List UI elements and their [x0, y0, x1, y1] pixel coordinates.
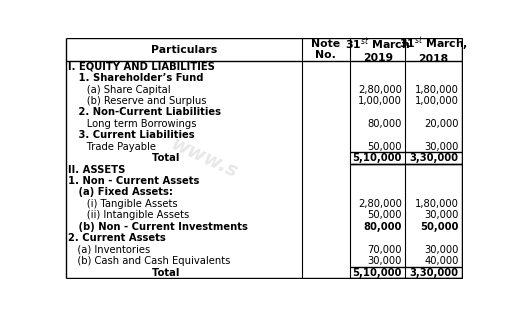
Text: (i) Tangible Assets: (i) Tangible Assets [68, 199, 178, 209]
Text: 2,80,000: 2,80,000 [358, 199, 402, 209]
Text: Total: Total [68, 153, 179, 163]
Text: 1,00,000: 1,00,000 [358, 96, 402, 106]
Text: 1,00,000: 1,00,000 [415, 96, 458, 106]
Text: (ii) Intangible Assets: (ii) Intangible Assets [68, 210, 190, 220]
Text: Total: Total [68, 268, 179, 278]
Text: Note
No.: Note No. [311, 39, 340, 60]
Text: (a) Share Capital: (a) Share Capital [68, 84, 171, 95]
Text: 3. Current Liabilities: 3. Current Liabilities [68, 130, 195, 140]
Text: 1,80,000: 1,80,000 [415, 84, 458, 95]
Text: www.s: www.s [167, 135, 240, 182]
Text: 30,000: 30,000 [424, 142, 458, 152]
Text: 1,80,000: 1,80,000 [415, 199, 458, 209]
Text: I. EQUITY AND LIABILITIES: I. EQUITY AND LIABILITIES [68, 62, 215, 72]
Text: 20,000: 20,000 [424, 119, 458, 129]
Text: 80,000: 80,000 [364, 222, 402, 232]
Text: 2. Current Assets: 2. Current Assets [68, 233, 166, 243]
Text: Particulars: Particulars [151, 45, 217, 55]
Text: 1. Non - Current Assets: 1. Non - Current Assets [68, 176, 199, 186]
Text: (b) Cash and Cash Equivalents: (b) Cash and Cash Equivalents [68, 256, 231, 266]
Text: 40,000: 40,000 [424, 256, 458, 266]
Text: 31$^{st}$ March,
2018: 31$^{st}$ March, 2018 [399, 35, 468, 64]
Text: 5,10,000: 5,10,000 [353, 268, 402, 278]
Text: (b) Non - Current Investments: (b) Non - Current Investments [68, 222, 248, 232]
Text: 1. Shareholder’s Fund: 1. Shareholder’s Fund [68, 73, 204, 83]
Text: 70,000: 70,000 [368, 245, 402, 255]
Text: 50,000: 50,000 [368, 210, 402, 220]
Text: II. ASSETS: II. ASSETS [68, 165, 125, 175]
Text: 30,000: 30,000 [368, 256, 402, 266]
Text: 2. Non-Current Liabilities: 2. Non-Current Liabilities [68, 107, 221, 117]
Text: 30,000: 30,000 [424, 245, 458, 255]
Text: 5,10,000: 5,10,000 [353, 153, 402, 163]
Text: (b) Reserve and Surplus: (b) Reserve and Surplus [68, 96, 207, 106]
Text: (a) Inventories: (a) Inventories [68, 245, 151, 255]
Text: Long term Borrowings: Long term Borrowings [68, 119, 197, 129]
Text: Trade Payable: Trade Payable [68, 142, 156, 152]
Text: 50,000: 50,000 [368, 142, 402, 152]
Text: 30,000: 30,000 [424, 210, 458, 220]
Text: 31$^{st}$ March
2019: 31$^{st}$ March 2019 [345, 36, 410, 63]
Text: 2,80,000: 2,80,000 [358, 84, 402, 95]
Text: 80,000: 80,000 [368, 119, 402, 129]
Text: 3,30,000: 3,30,000 [410, 153, 458, 163]
Text: 50,000: 50,000 [420, 222, 458, 232]
Text: (a) Fixed Assets:: (a) Fixed Assets: [68, 187, 173, 198]
Text: 3,30,000: 3,30,000 [410, 268, 458, 278]
